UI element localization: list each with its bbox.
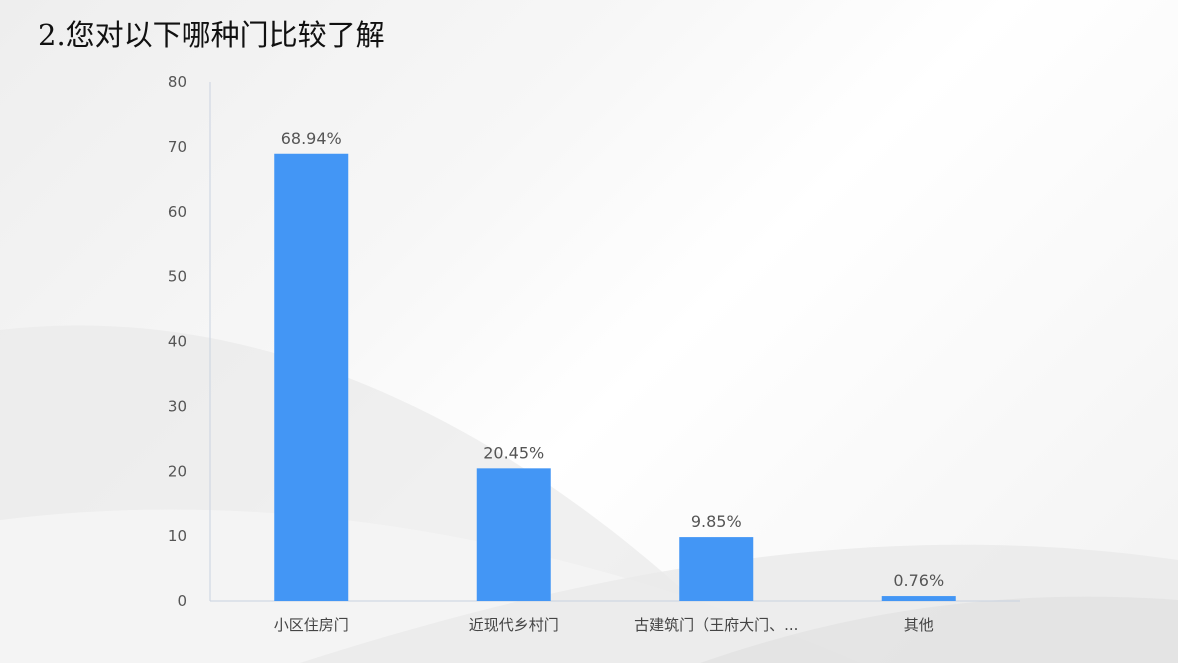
- y-tick-label: 80: [168, 73, 187, 91]
- x-tick-label: 古建筑门（王府大门、...: [634, 616, 798, 634]
- bar: [476, 468, 551, 601]
- y-tick-label: 50: [168, 268, 187, 286]
- data-label: 20.45%: [483, 443, 544, 462]
- y-tick-label: 10: [168, 527, 187, 545]
- y-tick-label: 20: [168, 462, 187, 480]
- y-tick-label: 30: [168, 397, 187, 415]
- data-label: 0.76%: [893, 571, 944, 590]
- bar: [881, 596, 956, 601]
- data-label: 9.85%: [691, 512, 742, 531]
- x-tick-label: 其他: [904, 616, 934, 634]
- bar: [274, 153, 349, 601]
- y-tick-label: 40: [168, 333, 187, 351]
- page-title: 2.您对以下哪种门比较了解: [38, 18, 385, 52]
- x-tick-label: 近现代乡村门: [469, 616, 559, 634]
- data-label: 68.94%: [281, 129, 342, 148]
- bar: [679, 537, 754, 601]
- x-tick-label: 小区住房门: [274, 616, 349, 634]
- y-tick-label: 0: [177, 592, 187, 610]
- y-tick-label: 70: [168, 138, 187, 156]
- y-tick-label: 60: [168, 203, 187, 221]
